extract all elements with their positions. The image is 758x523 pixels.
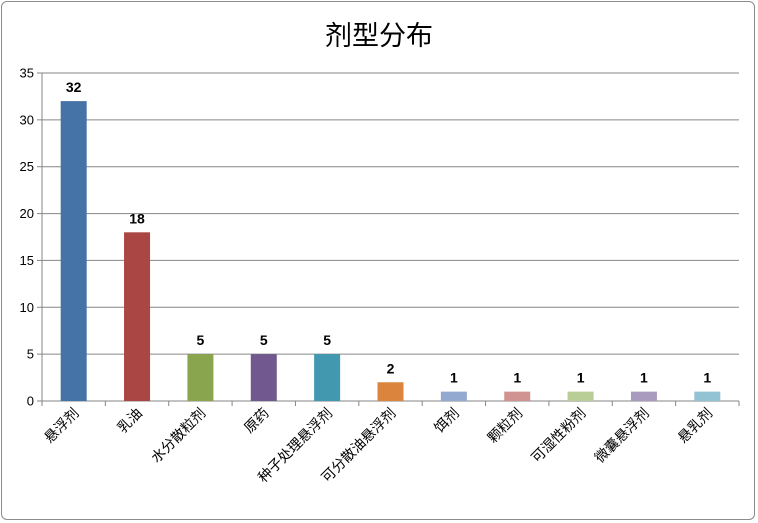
category-label: 乳油	[115, 406, 146, 437]
data-label: 18	[129, 210, 145, 226]
data-labels: 32 18 5 5 5 2 1 1 1 1 1	[66, 79, 712, 386]
gridlines	[42, 72, 739, 355]
data-label: 1	[577, 370, 585, 386]
y-tick-label: 0	[27, 394, 34, 409]
category-label: 原药	[241, 406, 272, 437]
category-label: 可湿性粉剂	[529, 406, 590, 467]
y-tick-label: 25	[20, 159, 34, 174]
data-label: 5	[323, 332, 331, 348]
bar	[630, 391, 657, 401]
y-tick-label: 10	[20, 300, 34, 315]
bar	[694, 391, 721, 401]
bar	[314, 354, 341, 401]
y-tick-label: 20	[20, 206, 34, 221]
bar	[440, 391, 467, 401]
bar	[504, 391, 531, 401]
bar	[124, 232, 151, 401]
category-label: 饵剂	[432, 406, 463, 437]
bar	[567, 391, 594, 401]
bar	[377, 382, 404, 401]
y-tick-label: 15	[20, 253, 34, 268]
data-label: 1	[703, 370, 711, 386]
data-label: 5	[197, 332, 205, 348]
bar	[60, 101, 87, 401]
data-label: 32	[66, 79, 82, 95]
y-tick-label: 30	[20, 112, 34, 127]
chart-title: 剂型分布	[325, 21, 433, 52]
data-label: 1	[640, 370, 648, 386]
category-label: 微囊悬浮剂	[591, 405, 653, 467]
bar	[187, 354, 214, 401]
data-label: 5	[260, 332, 268, 348]
bars	[60, 101, 721, 401]
category-label: 悬浮剂	[41, 406, 82, 447]
category-label: 悬乳剂	[675, 406, 716, 447]
category-label: 颗粒剂	[485, 406, 526, 447]
y-tick-label: 5	[27, 347, 34, 362]
data-label: 2	[387, 360, 395, 376]
data-label: 1	[513, 370, 521, 386]
y-tick-label: 35	[20, 66, 34, 81]
category-label: 水分散粒剂	[148, 406, 209, 467]
data-label: 1	[450, 370, 458, 386]
bar	[250, 354, 277, 401]
